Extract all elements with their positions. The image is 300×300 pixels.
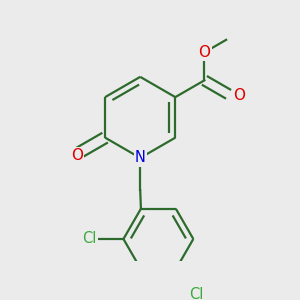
Text: O: O	[70, 148, 83, 163]
Text: Cl: Cl	[82, 232, 97, 247]
Text: O: O	[233, 88, 245, 103]
Text: Cl: Cl	[189, 287, 203, 300]
Text: O: O	[198, 45, 210, 60]
Text: N: N	[135, 150, 146, 165]
